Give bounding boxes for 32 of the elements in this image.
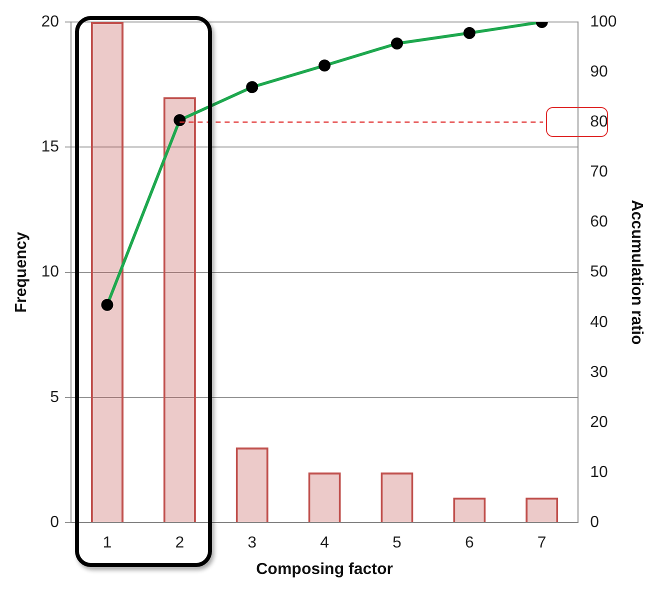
y2-tick-label: 30	[590, 364, 608, 381]
y2-tick-label: 70	[590, 164, 608, 181]
bar	[308, 472, 341, 522]
y2-tick-label: 100	[590, 13, 617, 30]
y2-axis-title: Accumulation ratio	[628, 200, 645, 345]
bar	[526, 498, 558, 522]
y2-tick-label: 60	[590, 214, 608, 231]
y-tick-label: 0	[50, 514, 60, 532]
y-tick-label: 15	[41, 138, 60, 156]
x-tick-label: 1	[102, 534, 112, 552]
y2-tick-label: 10	[590, 464, 608, 481]
y2-tick-label: 40	[590, 314, 608, 331]
y-tick-label: 20	[41, 13, 60, 30]
x-tick-label: 3	[248, 534, 257, 552]
y2-tick-label: 20	[590, 414, 608, 431]
bar	[236, 448, 268, 522]
y-tick-label: 5	[50, 388, 60, 406]
x-tick-label: 7	[537, 534, 546, 552]
bar	[453, 498, 486, 522]
x-tick-label: 4	[320, 534, 330, 552]
y-tick-label: 10	[41, 264, 60, 281]
y2-tick-label: 0	[590, 514, 600, 532]
y2-tick-label: 80	[590, 114, 608, 131]
x-tick-label: 6	[464, 534, 474, 552]
bar	[90, 22, 124, 522]
y2-tick-label: 50	[590, 264, 608, 281]
bar	[380, 472, 414, 522]
x-tick-label: 2	[175, 534, 184, 552]
y-axis-title: Frequency	[13, 232, 30, 313]
x-axis-title: Composing factor	[256, 560, 393, 578]
x-tick-label: 5	[392, 534, 402, 552]
y2-tick-label: 90	[590, 63, 608, 80]
